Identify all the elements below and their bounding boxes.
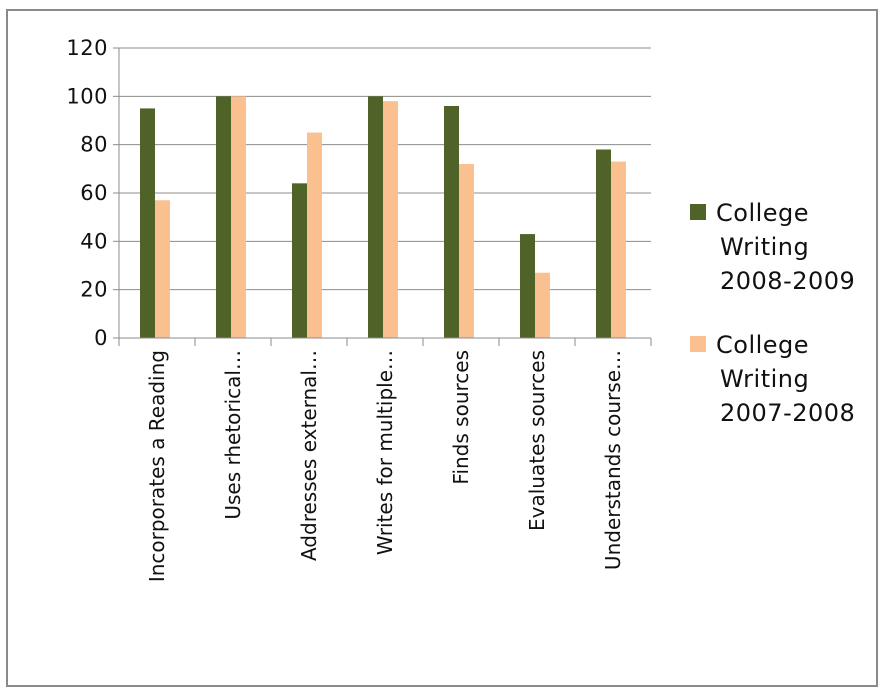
x-category-label: Addresses external…: [297, 350, 321, 561]
legend-label-line: College: [716, 331, 809, 359]
bar-series-2-4: [459, 164, 474, 338]
legend-label-line: 2007-2008: [720, 399, 855, 427]
bar-series-2-1: [231, 96, 246, 338]
y-axis-ticks: 0 20 40 60 80 100 120: [66, 36, 119, 350]
legend-swatch-1: [690, 204, 706, 220]
y-tick-label: 80: [80, 133, 108, 157]
gridlines: [119, 47, 651, 291]
y-tick-label: 100: [66, 84, 108, 108]
x-category-label: Incorporates a Reading: [145, 350, 169, 582]
x-category-label: Evaluates sources: [525, 350, 549, 531]
x-axis-categories: Incorporates a Reading Uses rhetorical… Ad…: [145, 350, 625, 582]
legend: College Writing 2008-2009 College Writing 200…: [690, 199, 855, 427]
x-category-label: Uses rhetorical…: [221, 350, 245, 520]
axes: [118, 48, 652, 346]
x-category-label: Writes for multiple…: [373, 350, 397, 555]
y-tick-label: 20: [80, 278, 108, 302]
bar-series-1-1: [216, 96, 231, 338]
x-category-label: Understands course…: [601, 350, 625, 570]
y-tick-label: 60: [80, 181, 108, 205]
bar-series-2-0: [155, 200, 170, 338]
bar-series-2-6: [611, 161, 626, 338]
bar-series-1-4: [444, 106, 459, 338]
legend-label-line: Writing: [720, 365, 809, 393]
legend-label-line: 2008-2009: [720, 267, 855, 295]
bar-series-1-2: [292, 183, 307, 338]
bars: [140, 96, 626, 339]
x-category-label: Finds sources: [449, 350, 473, 485]
legend-swatch-2: [690, 336, 706, 352]
bar-series-2-5: [535, 272, 550, 338]
bar-series-1-0: [140, 108, 155, 339]
y-tick-label: 0: [94, 326, 108, 350]
legend-label-line: College: [716, 199, 809, 227]
legend-label-line: Writing: [720, 233, 809, 261]
bar-series-1-6: [596, 149, 611, 338]
y-tick-label: 120: [66, 36, 108, 60]
bar-series-1-5: [520, 234, 535, 338]
bar-series-2-3: [383, 101, 398, 339]
bar-series-2-2: [307, 132, 322, 338]
y-tick-label: 40: [80, 229, 108, 253]
bar-series-1-3: [368, 96, 383, 338]
